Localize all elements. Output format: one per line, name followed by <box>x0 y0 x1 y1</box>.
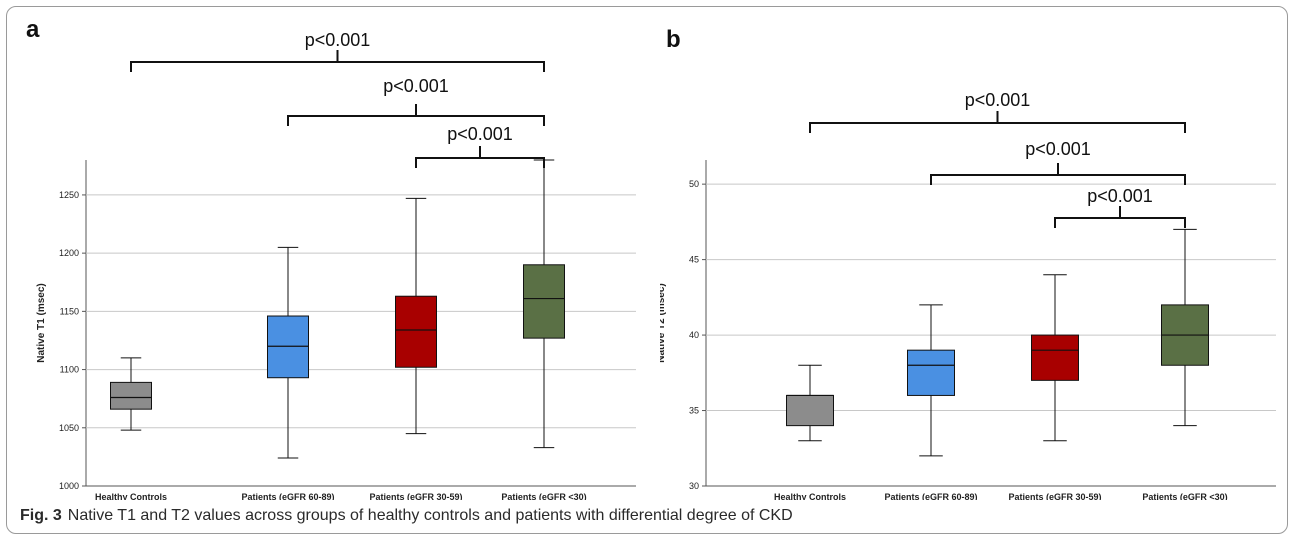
box <box>907 349 955 396</box>
chart-b-native-t2: 30 35 40 45 50 Native T2 (msec) Healthy Contro… <box>660 90 1276 500</box>
panel-b-label: b <box>666 26 681 53</box>
category-label: Patients (eGFR 60-89) <box>884 492 977 500</box>
y-tick-label: 1050 <box>59 423 79 433</box>
box <box>786 394 834 427</box>
caption-text: Native T1 and T2 values across groups of… <box>67 507 793 524</box>
y-axis-title: Native T1 (msec) <box>36 283 47 362</box>
p-value-label: p<0.001 <box>1087 186 1153 206</box>
p-value-label: p<0.001 <box>965 90 1031 110</box>
p-value-label: p<0.001 <box>1025 139 1091 159</box>
p-value-label: p<0.001 <box>305 30 371 50</box>
y-tick-label: 1150 <box>60 306 79 316</box>
box <box>1031 334 1079 381</box>
category-label: Patients (eGFR 30-59) <box>1008 492 1101 500</box>
category-label: Patients (eGFR 30-59) <box>369 492 462 500</box>
y-tick-label: 30 <box>689 481 699 491</box>
significance-bracket <box>415 146 545 168</box>
y-tick-label: 45 <box>689 255 699 265</box>
y-tick-label: 1000 <box>59 481 79 491</box>
y-tick-label: 35 <box>689 406 699 416</box>
y-tick-label: 1250 <box>59 190 79 200</box>
y-tick-label: 50 <box>689 179 699 189</box>
p-value-label: p<0.001 <box>447 124 513 144</box>
p-value-label: p<0.001 <box>383 76 449 96</box>
category-label: Patients (eGFR <30) <box>1142 492 1227 500</box>
category-label: Healthy Controls <box>95 492 167 500</box>
figure-caption: Fig. 3 Native T1 and T2 values across gro… <box>20 507 793 525</box>
chart-a-native-t1: 1000 1050 1100 1150 1200 1250 Native T1 (msec)… <box>36 30 636 500</box>
y-tick-label: 1100 <box>60 365 79 375</box>
box <box>523 264 565 339</box>
significance-bracket <box>287 104 545 126</box>
significance-bracket <box>1054 206 1186 228</box>
category-label: Patients (eGFR <30) <box>501 492 586 500</box>
panel-a-label: a <box>26 16 40 43</box>
category-label: Healthy Controls <box>774 492 846 500</box>
y-axis-title: Native T2 (msec) <box>660 283 667 362</box>
caption-figure-label: Fig. 3 <box>20 507 62 524</box>
y-tick-label: 1200 <box>59 248 79 258</box>
category-label: Patients (eGFR 60-89) <box>241 492 334 500</box>
box <box>395 295 437 368</box>
significance-bracket <box>130 50 545 72</box>
y-tick-label: 40 <box>689 330 699 340</box>
significance-bracket <box>930 163 1186 185</box>
significance-bracket <box>809 111 1186 133</box>
figure-frame <box>6 6 1288 534</box>
box <box>110 381 152 410</box>
